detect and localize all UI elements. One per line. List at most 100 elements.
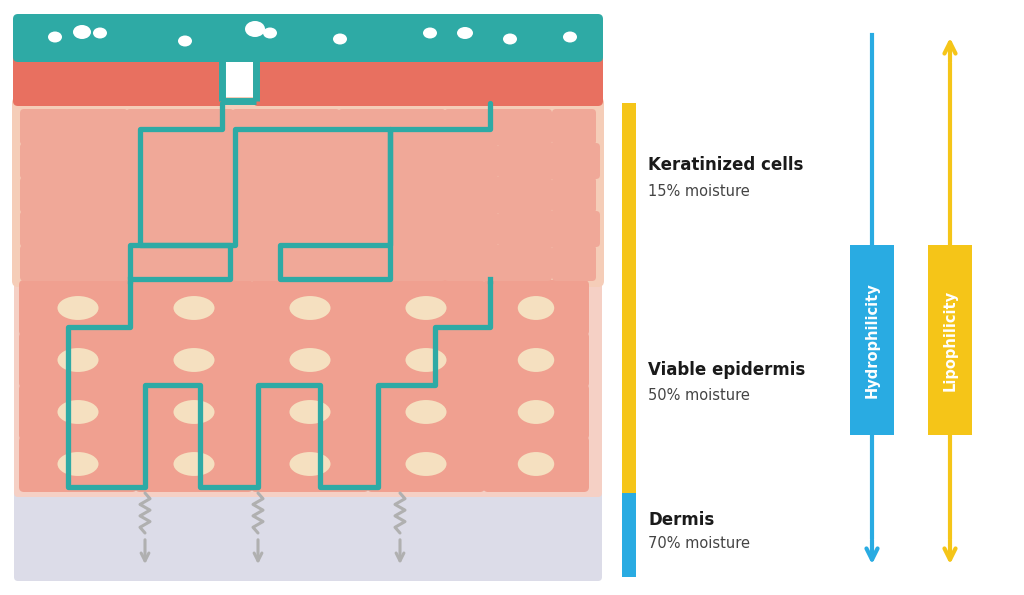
- Ellipse shape: [518, 400, 554, 424]
- FancyBboxPatch shape: [232, 245, 340, 281]
- Ellipse shape: [518, 296, 554, 320]
- Ellipse shape: [173, 400, 214, 424]
- Ellipse shape: [518, 452, 554, 476]
- Ellipse shape: [406, 400, 446, 424]
- Ellipse shape: [333, 33, 347, 45]
- Text: 50% moisture: 50% moisture: [648, 389, 750, 403]
- Ellipse shape: [57, 348, 98, 372]
- FancyBboxPatch shape: [483, 436, 589, 492]
- FancyBboxPatch shape: [135, 436, 253, 492]
- FancyBboxPatch shape: [444, 177, 552, 213]
- Ellipse shape: [178, 36, 193, 46]
- FancyBboxPatch shape: [284, 211, 392, 247]
- FancyBboxPatch shape: [13, 14, 603, 62]
- FancyBboxPatch shape: [367, 384, 485, 440]
- FancyBboxPatch shape: [19, 436, 137, 492]
- Ellipse shape: [290, 296, 331, 320]
- FancyBboxPatch shape: [444, 245, 552, 281]
- Ellipse shape: [57, 452, 98, 476]
- Text: Hydrophilicity: Hydrophilicity: [864, 282, 880, 398]
- FancyBboxPatch shape: [253, 54, 603, 106]
- Text: Viable epidermis: Viable epidermis: [648, 361, 805, 379]
- FancyBboxPatch shape: [126, 109, 234, 145]
- FancyBboxPatch shape: [338, 245, 446, 281]
- FancyBboxPatch shape: [390, 211, 498, 247]
- FancyBboxPatch shape: [135, 280, 253, 336]
- Ellipse shape: [73, 25, 91, 39]
- Ellipse shape: [503, 33, 517, 45]
- Ellipse shape: [518, 348, 554, 372]
- FancyBboxPatch shape: [126, 177, 234, 213]
- FancyBboxPatch shape: [126, 245, 234, 281]
- Text: Keratinized cells: Keratinized cells: [648, 156, 804, 174]
- FancyBboxPatch shape: [483, 384, 589, 440]
- FancyBboxPatch shape: [178, 143, 286, 179]
- Bar: [622, 493, 636, 577]
- FancyBboxPatch shape: [12, 97, 604, 287]
- FancyBboxPatch shape: [338, 109, 446, 145]
- Ellipse shape: [263, 27, 278, 39]
- FancyBboxPatch shape: [444, 109, 552, 145]
- FancyBboxPatch shape: [72, 211, 180, 247]
- FancyBboxPatch shape: [251, 280, 369, 336]
- FancyBboxPatch shape: [552, 177, 596, 213]
- Ellipse shape: [290, 452, 331, 476]
- FancyBboxPatch shape: [483, 280, 589, 336]
- Ellipse shape: [245, 21, 265, 37]
- FancyBboxPatch shape: [390, 143, 498, 179]
- FancyBboxPatch shape: [251, 436, 369, 492]
- FancyBboxPatch shape: [232, 109, 340, 145]
- FancyBboxPatch shape: [498, 211, 600, 247]
- FancyBboxPatch shape: [367, 332, 485, 388]
- Ellipse shape: [48, 32, 62, 42]
- Bar: [622, 103, 636, 281]
- Ellipse shape: [457, 27, 473, 39]
- Text: Dermis: Dermis: [648, 511, 715, 529]
- FancyBboxPatch shape: [251, 332, 369, 388]
- FancyBboxPatch shape: [72, 143, 180, 179]
- Ellipse shape: [406, 452, 446, 476]
- Ellipse shape: [406, 348, 446, 372]
- FancyBboxPatch shape: [552, 109, 596, 145]
- Bar: [622, 281, 636, 493]
- FancyBboxPatch shape: [13, 54, 225, 106]
- FancyBboxPatch shape: [20, 109, 128, 145]
- FancyBboxPatch shape: [232, 177, 340, 213]
- FancyBboxPatch shape: [19, 332, 137, 388]
- Ellipse shape: [57, 296, 98, 320]
- Ellipse shape: [290, 400, 331, 424]
- FancyBboxPatch shape: [367, 280, 485, 336]
- FancyBboxPatch shape: [14, 491, 602, 581]
- Ellipse shape: [173, 296, 214, 320]
- FancyBboxPatch shape: [135, 332, 253, 388]
- Ellipse shape: [57, 400, 98, 424]
- FancyBboxPatch shape: [19, 280, 137, 336]
- FancyBboxPatch shape: [19, 384, 137, 440]
- FancyBboxPatch shape: [20, 211, 74, 247]
- FancyBboxPatch shape: [338, 177, 446, 213]
- Ellipse shape: [406, 296, 446, 320]
- Ellipse shape: [173, 452, 214, 476]
- FancyBboxPatch shape: [483, 332, 589, 388]
- Ellipse shape: [173, 348, 214, 372]
- FancyBboxPatch shape: [20, 245, 128, 281]
- FancyBboxPatch shape: [178, 211, 286, 247]
- FancyBboxPatch shape: [498, 143, 600, 179]
- FancyBboxPatch shape: [552, 245, 596, 281]
- FancyBboxPatch shape: [284, 143, 392, 179]
- Ellipse shape: [290, 348, 331, 372]
- FancyBboxPatch shape: [850, 245, 894, 435]
- FancyBboxPatch shape: [928, 245, 972, 435]
- Ellipse shape: [93, 27, 106, 39]
- Text: 70% moisture: 70% moisture: [648, 536, 750, 550]
- FancyBboxPatch shape: [20, 177, 128, 213]
- FancyBboxPatch shape: [367, 436, 485, 492]
- FancyBboxPatch shape: [20, 143, 74, 179]
- Text: 15% moisture: 15% moisture: [648, 183, 750, 199]
- Ellipse shape: [563, 32, 577, 42]
- FancyBboxPatch shape: [135, 384, 253, 440]
- Ellipse shape: [423, 27, 437, 39]
- FancyBboxPatch shape: [251, 384, 369, 440]
- FancyBboxPatch shape: [14, 279, 602, 497]
- Text: Lipophilicity: Lipophilicity: [942, 289, 957, 390]
